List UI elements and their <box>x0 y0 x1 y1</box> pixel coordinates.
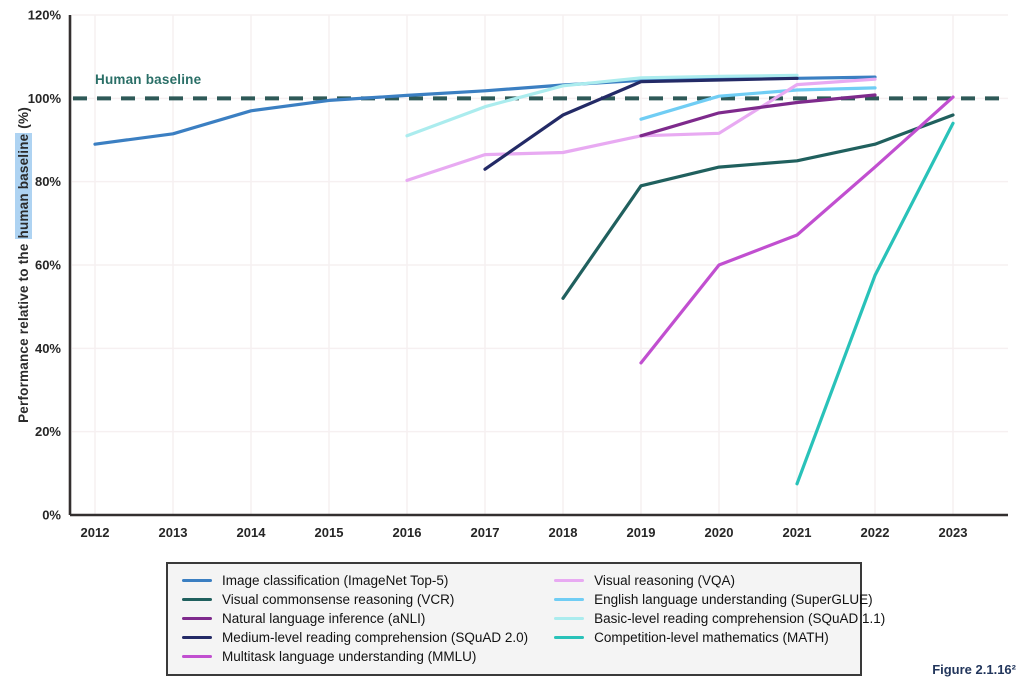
y-axis-title: Performance relative to the human baseli… <box>15 45 34 485</box>
legend-swatch-vcr <box>182 597 212 602</box>
y-axis-title-prefix: Performance relative to the <box>16 239 31 423</box>
x-tick-label: 2021 <box>783 525 812 540</box>
series-line-math <box>795 121 955 486</box>
legend-label: Medium-level reading comprehension (SQuA… <box>222 630 529 645</box>
series-line-squad2 <box>483 76 799 171</box>
chart-legend: Image classification (ImageNet Top-5) Vis… <box>166 562 885 676</box>
legend-item-superglue: English language understanding (SuperGLU… <box>554 592 885 607</box>
legend-item-vqa: Visual reasoning (VQA) <box>554 573 885 588</box>
series-line-mmlu <box>639 95 955 365</box>
legend-item-squad2: Medium-level reading comprehension (SQuA… <box>182 630 528 645</box>
x-tick-label: 2018 <box>549 525 578 540</box>
legend-swatch-anli <box>182 616 212 621</box>
legend-item-math: Competition-level mathematics (MATH) <box>554 630 885 645</box>
legend-label: English language understanding (SuperGLU… <box>594 592 873 607</box>
legend-label: Image classification (ImageNet Top-5) <box>222 573 449 588</box>
gridlines <box>72 14 1008 515</box>
x-tick-label: 2012 <box>81 525 110 540</box>
y-axis-title-highlight: human baseline <box>15 132 32 240</box>
x-tick-label: 2022 <box>861 525 890 540</box>
series-line-vcr <box>561 113 955 300</box>
legend-swatch-squad2 <box>182 635 212 640</box>
y-tick-label: 60% <box>35 258 61 273</box>
legend-label: Multitask language understanding (MMLU) <box>222 649 477 664</box>
y-tick-label: 40% <box>35 341 61 356</box>
legend-swatch-math <box>554 635 585 640</box>
figure-caption: Figure 2.1.16² <box>932 662 1016 677</box>
x-tick-label: 2013 <box>159 525 188 540</box>
legend-swatch-imagenet <box>182 578 212 583</box>
y-tick-label: 0% <box>42 508 61 523</box>
y-tick-label: 120% <box>28 8 62 23</box>
x-tick-label: 2017 <box>471 525 500 540</box>
legend-label: Visual commonsense reasoning (VCR) <box>222 592 455 607</box>
line-chart: 0%20%40%60%80%100%120%2012 2013 2014 2015 20… <box>28 8 1008 540</box>
legend-label: Basic-level reading comprehension (SQuAD… <box>594 611 886 626</box>
axes <box>68 15 1008 517</box>
legend-item-anli: Natural language inference (aNLI) <box>182 611 528 626</box>
series-line-anli <box>639 93 877 138</box>
x-tick-label: 2020 <box>705 525 734 540</box>
human-baseline-annotation: Human baseline <box>95 72 202 87</box>
legend-label: Competition-level mathematics (MATH) <box>594 630 829 645</box>
legend-swatch-vqa <box>554 578 585 583</box>
y-tick-label: 80% <box>35 174 61 189</box>
y-tick-labels: 0% 20% 40% 60% 80% 100% 120% <box>28 8 62 523</box>
legend-item-squad11: Basic-level reading comprehension (SQuAD… <box>554 611 885 626</box>
legend-swatch-superglue <box>554 597 585 602</box>
x-tick-label: 2016 <box>393 525 422 540</box>
series-line-superglue <box>639 86 877 121</box>
x-tick-labels: 2012 2013 2014 2015 2016 2017 2018 2019 2020 2021… <box>81 525 968 540</box>
y-axis-title-suffix: (%) <box>16 107 31 133</box>
legend-swatch-squad11 <box>554 616 585 621</box>
legend-label: Natural language inference (aNLI) <box>222 611 426 626</box>
x-tick-label: 2023 <box>939 525 968 540</box>
y-tick-label: 100% <box>28 91 62 106</box>
legend-item-imagenet: Image classification (ImageNet Top-5) <box>182 573 528 588</box>
x-tick-label: 2014 <box>237 525 267 540</box>
legend-swatch-mmlu <box>182 654 212 659</box>
x-tick-label: 2019 <box>627 525 656 540</box>
y-tick-label: 20% <box>35 424 61 439</box>
series-line-squad11 <box>405 73 799 138</box>
legend-item-vcr: Visual commonsense reasoning (VCR) <box>182 592 528 607</box>
x-tick-label: 2015 <box>315 525 344 540</box>
legend-label: Visual reasoning (VQA) <box>594 573 735 588</box>
legend-item-mmlu: Multitask language understanding (MMLU) <box>182 649 528 664</box>
